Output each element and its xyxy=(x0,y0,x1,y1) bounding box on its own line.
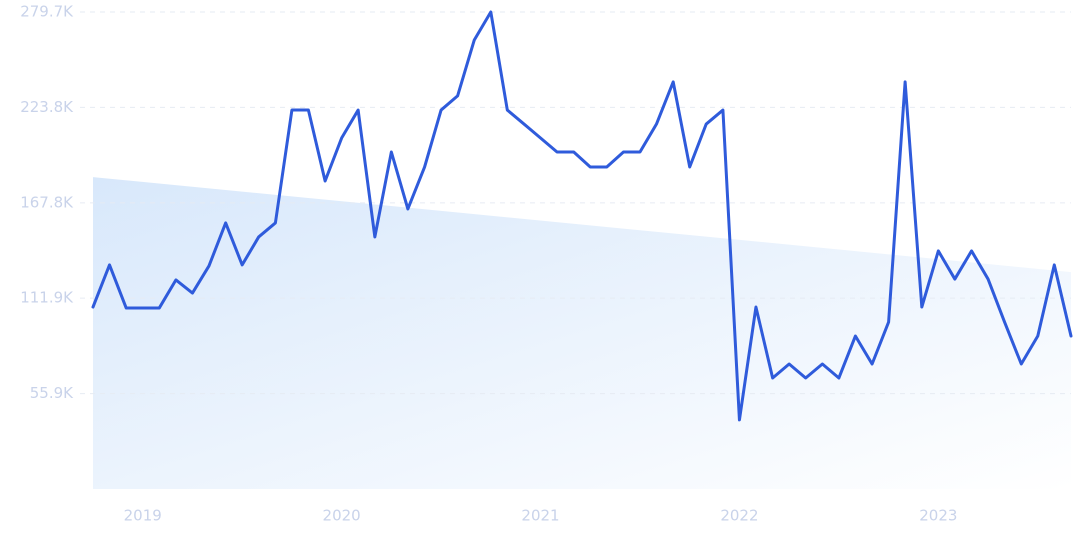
x-tick-label: 2019 xyxy=(124,507,162,525)
trend-area xyxy=(93,177,1071,490)
x-tick-label: 2020 xyxy=(323,507,361,525)
x-tick-label: 2022 xyxy=(720,507,758,525)
line xyxy=(91,10,1073,422)
y-tick-label: 55.9K xyxy=(30,384,74,402)
x-tick-label: 2023 xyxy=(919,507,957,525)
y-tick-label: 111.9K xyxy=(20,289,74,307)
x-tick-label: 2021 xyxy=(521,507,559,525)
y-tick-label: 167.8K xyxy=(20,193,74,211)
y-tick-label: 223.8K xyxy=(20,98,74,116)
y-tick-label: 279.7K xyxy=(20,3,74,21)
